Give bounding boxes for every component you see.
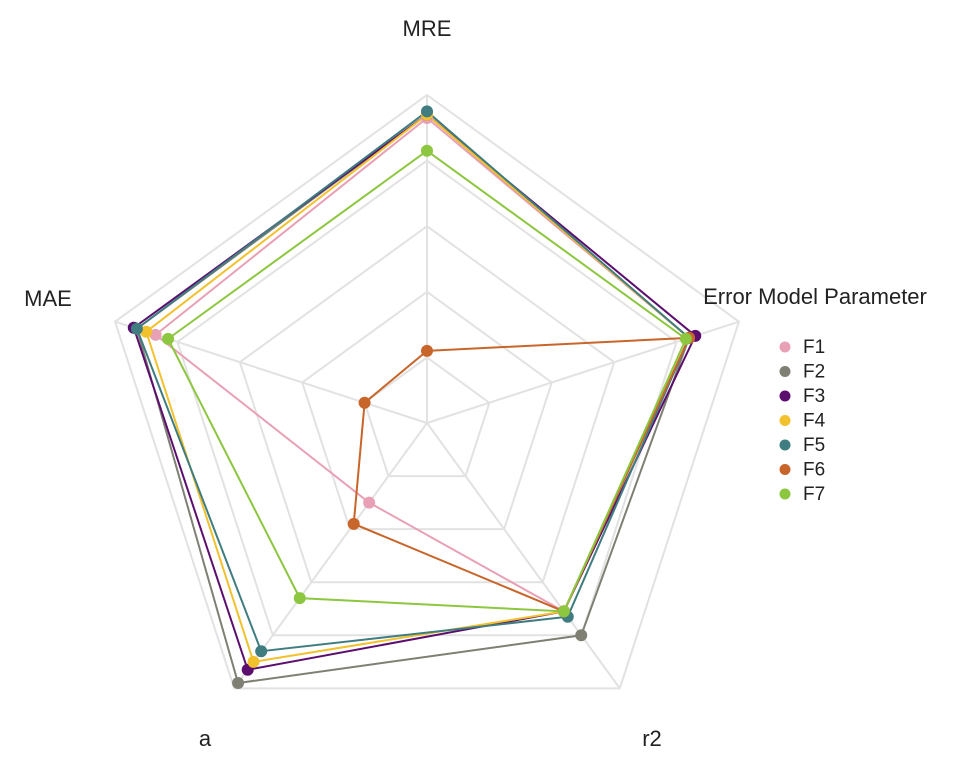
data-point <box>421 105 433 118</box>
legend-marker <box>779 415 791 426</box>
data-point <box>358 396 371 409</box>
legend-marker <box>779 439 791 451</box>
data-point <box>421 144 433 157</box>
grid-ring <box>113 93 741 690</box>
series-line <box>352 336 691 613</box>
data-point <box>140 325 153 338</box>
data-point <box>575 629 588 642</box>
legend-label: F1 <box>803 337 825 358</box>
legend-marker <box>779 464 791 475</box>
data-point <box>247 655 260 668</box>
data-point <box>255 645 268 658</box>
grid-spoke <box>114 320 428 424</box>
grid-ring <box>301 290 553 531</box>
data-point <box>162 332 175 345</box>
data-point <box>130 322 143 335</box>
legend-label: F3 <box>803 386 825 407</box>
legend-label: F4 <box>803 411 826 432</box>
legend-marker <box>779 390 791 402</box>
series-line <box>135 110 691 653</box>
data-point <box>421 344 433 357</box>
data-point <box>679 332 692 345</box>
legend-label: F6 <box>803 460 825 481</box>
grid-spoke <box>233 422 428 689</box>
legend-marker <box>779 488 791 500</box>
data-point <box>149 328 162 341</box>
series-line <box>132 113 697 671</box>
series-line <box>166 149 688 613</box>
axis-label: r2 <box>642 726 662 751</box>
legend-label: F7 <box>803 484 825 505</box>
legend-marker <box>779 366 791 377</box>
axis-label: a <box>199 726 212 751</box>
series-line <box>145 113 691 663</box>
grid-ring <box>238 224 616 584</box>
data-point <box>557 605 570 618</box>
series-line <box>135 113 691 685</box>
grid-spoke <box>426 422 621 689</box>
data-point <box>347 517 360 530</box>
axis-label: MAE <box>24 286 72 311</box>
data-point <box>232 677 245 690</box>
legend-label: F2 <box>803 362 825 383</box>
legend-label: F5 <box>803 435 825 456</box>
data-point <box>363 496 376 509</box>
axis-label: MRE <box>403 16 452 41</box>
data-point <box>293 592 306 605</box>
legend-marker <box>779 341 791 353</box>
grid-ring <box>176 159 678 637</box>
axis-label: Error Model Parameter <box>703 284 927 309</box>
